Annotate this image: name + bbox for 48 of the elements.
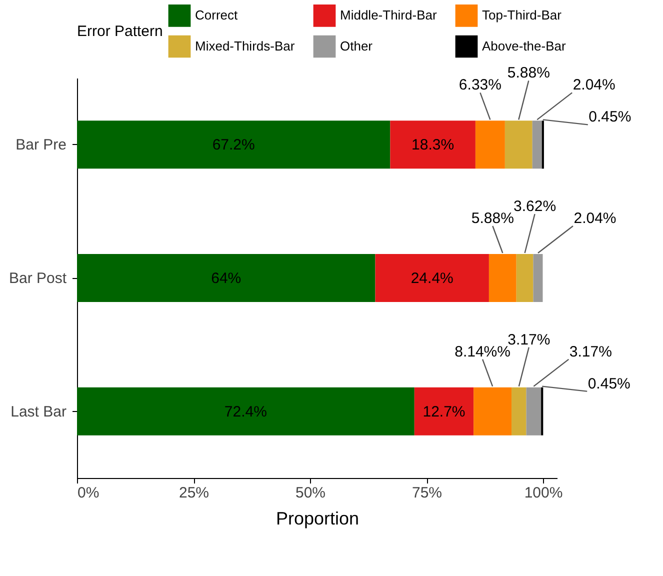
data-label: 12.7% [422, 403, 466, 420]
data-label: 0.45% [588, 375, 630, 392]
bar [504, 120, 532, 169]
data-label: 2.04% [574, 210, 616, 227]
data-label: 0.45% [588, 108, 632, 126]
legend-label: Other [340, 38, 374, 54]
bar [77, 254, 376, 302]
legend-label: Middle-Third-Bar [340, 8, 438, 23]
data-label: 5.88% [507, 64, 550, 82]
data-label: 64% [211, 270, 242, 287]
bar [516, 254, 534, 302]
bar [475, 120, 505, 169]
data-label: 3.62% [514, 198, 556, 215]
legend-label: Above-the-Bar [482, 38, 566, 54]
data-label: 6.33% [458, 76, 502, 94]
bar [526, 387, 542, 436]
bar [512, 387, 526, 436]
bar [474, 387, 512, 436]
data-label: 18.3% [412, 136, 454, 154]
data-label: 3.17% [508, 331, 550, 348]
data-label: 67.2% [212, 136, 255, 154]
bar [532, 120, 542, 169]
bar [488, 254, 516, 302]
data-label: 72.4% [224, 403, 267, 420]
legend-label: Top-Third-Bar [482, 8, 562, 23]
y-tick-label: Last Bar [10, 403, 66, 420]
legend-label: Mixed-Thirds-Bar [195, 38, 296, 54]
data-label: 2.04% [572, 76, 616, 94]
legend-title: Error Pattern [77, 23, 163, 40]
y-tick-label: Bar Pre [16, 136, 66, 154]
data-label: 8.14%% [454, 343, 510, 360]
x-tick-label: 75% [412, 484, 442, 502]
data-label: 24.4% [410, 270, 454, 287]
x-axis-title: Proportion [276, 508, 360, 528]
bar [77, 387, 414, 436]
legend-label: Correct [195, 8, 238, 23]
bar [390, 120, 476, 169]
bar [77, 120, 390, 169]
y-tick-label: Bar Post [8, 270, 68, 287]
x-tick-label: 50% [295, 484, 326, 502]
x-tick-label: 100% [524, 484, 563, 502]
bar [533, 254, 543, 302]
x-tick-label: 25% [178, 484, 210, 502]
data-label: 5.88% [471, 210, 514, 227]
bar [414, 387, 474, 436]
bar [375, 254, 489, 302]
data-label: 3.17% [569, 343, 612, 360]
x-tick-label: 0% [78, 484, 100, 502]
